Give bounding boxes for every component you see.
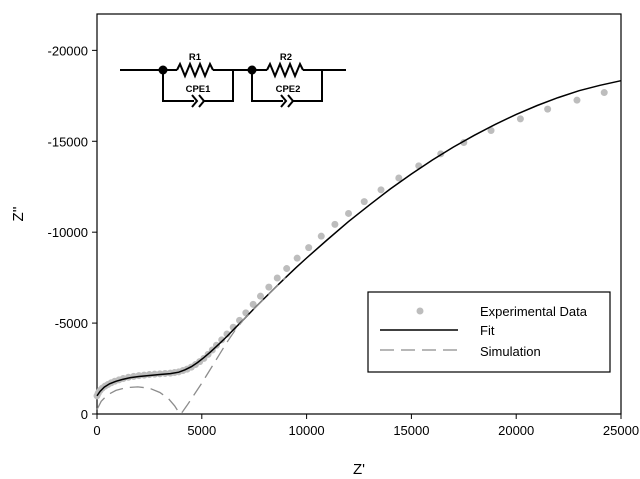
x-tick-label: 0: [93, 423, 100, 438]
r2-resistor-symbol: [266, 61, 304, 79]
experimental-data-point: [331, 220, 339, 228]
experimental-data-point: [377, 186, 385, 194]
y-axis: 0 -5000 -10000 -15000 -20000: [48, 43, 97, 422]
x-axis: 0 5000 10000 15000 20000 25000: [93, 414, 639, 438]
cpe2-symbol: [280, 94, 288, 108]
experimental-data-point: [273, 274, 281, 282]
experimental-data-point: [345, 209, 353, 217]
cpe1-branch-wire: [162, 70, 194, 102]
x-axis-title: Z': [353, 461, 365, 478]
plot-area-frame: [96, 13, 622, 415]
experimental-data-point: [218, 336, 226, 344]
legend: Experimental Data Fit Simulation: [367, 291, 611, 373]
x-tick-label: 5000: [187, 423, 216, 438]
experimental-data-point: [360, 198, 368, 206]
y-tick-label: 0: [81, 407, 88, 422]
experimental-data-point: [256, 292, 264, 300]
cpe1-symbol-2: [198, 94, 206, 108]
experimental-data-point: [544, 105, 552, 113]
equivalent-circuit-inset: [120, 61, 346, 108]
y-tick-label: -10000: [48, 225, 88, 240]
cpe2-symbol-2: [287, 94, 295, 108]
legend-marker-experimental: [416, 307, 424, 315]
experimental-data-point: [395, 174, 403, 182]
cpe1-label: CPE1: [186, 84, 212, 95]
cpe2-branch-wire: [251, 70, 283, 102]
y-axis-title: Z'': [10, 206, 27, 221]
x-tick-label: 15000: [393, 423, 429, 438]
experimental-data-point: [283, 265, 291, 273]
x-tick-label: 20000: [498, 423, 534, 438]
series-layer: [93, 79, 622, 415]
experimental-data-point: [293, 254, 301, 262]
experimental-data-point: [573, 96, 581, 104]
experimental-data-point: [223, 330, 231, 338]
x-tick-label: 25000: [603, 423, 639, 438]
y-tick-label: -5000: [55, 316, 88, 331]
legend-label-simulation: Simulation: [480, 344, 541, 359]
y-tick-label: -15000: [48, 134, 88, 149]
legend-label-fit: Fit: [480, 323, 495, 338]
y-tick-label: -20000: [48, 43, 88, 58]
r1-label: R1: [189, 52, 202, 63]
fit-line: [96, 79, 622, 397]
cpe2-branch-wire-right: [292, 70, 323, 102]
experimental-data-point: [265, 283, 273, 291]
experimental-data-point: [317, 232, 325, 240]
legend-label-experimental: Experimental Data: [480, 304, 588, 319]
experimental-data-point: [516, 115, 524, 123]
simulation-line: [96, 277, 287, 415]
experimental-data-point: [151, 370, 159, 378]
experimental-data-point: [305, 244, 313, 252]
cpe2-label: CPE2: [276, 84, 301, 95]
experimental-data-point: [487, 127, 495, 135]
x-tick-label: 10000: [289, 423, 325, 438]
experimental-data-point: [600, 89, 608, 97]
cpe1-branch-wire-right: [203, 70, 234, 102]
experimental-data-point: [249, 300, 257, 308]
cpe1-symbol: [191, 94, 199, 108]
r1-resistor-symbol: [176, 61, 214, 79]
legend-box: [367, 291, 611, 373]
r2-label: R2: [280, 52, 292, 63]
